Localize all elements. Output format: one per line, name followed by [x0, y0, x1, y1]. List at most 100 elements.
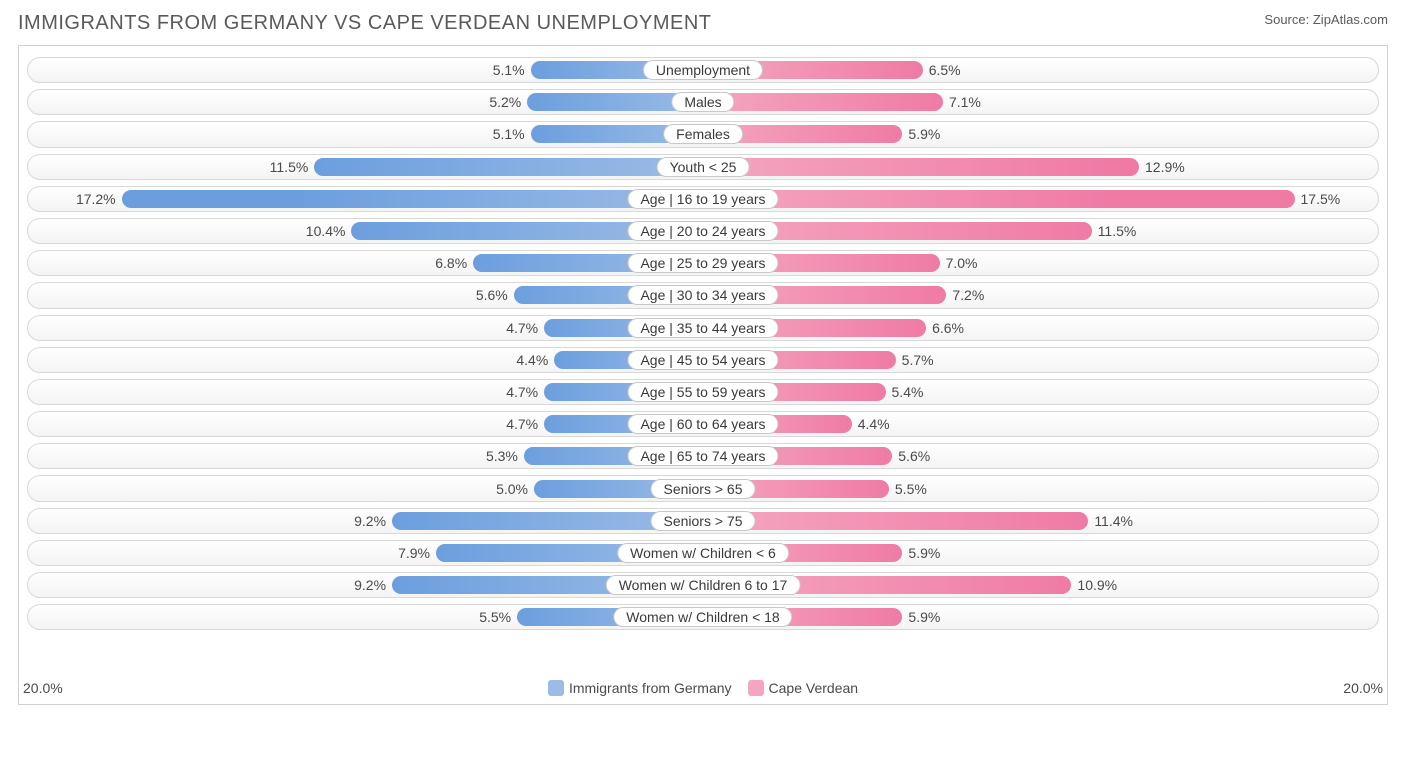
category-label: Women w/ Children < 6: [617, 543, 789, 563]
category-label: Age | 45 to 54 years: [627, 350, 778, 370]
left-half: 10.4%: [27, 218, 703, 244]
right-value-label: 5.9%: [902, 545, 946, 561]
category-label: Women w/ Children 6 to 17: [606, 575, 801, 595]
category-label: Seniors > 65: [651, 479, 756, 499]
category-label: Age | 65 to 74 years: [627, 446, 778, 466]
left-value-label: 5.1%: [487, 126, 531, 142]
right-half: 5.5%: [703, 475, 1379, 501]
chart-footer: 20.0% Immigrants from Germany Cape Verde…: [23, 680, 1383, 696]
left-value-label: 4.7%: [500, 384, 544, 400]
left-value-label: 4.7%: [500, 416, 544, 432]
legend-swatch-left: [548, 680, 564, 696]
category-label: Age | 16 to 19 years: [627, 189, 778, 209]
right-half: 7.0%: [703, 250, 1379, 276]
right-value-label: 7.1%: [943, 94, 987, 110]
left-half: 11.5%: [27, 154, 703, 180]
legend-item-left: Immigrants from Germany: [548, 680, 732, 696]
left-bar: [314, 158, 703, 176]
axis-max-left: 20.0%: [23, 680, 63, 696]
legend-item-right: Cape Verdean: [748, 680, 859, 696]
right-value-label: 6.6%: [926, 320, 970, 336]
source-prefix: Source:: [1264, 12, 1309, 27]
left-value-label: 5.3%: [480, 448, 524, 464]
category-label: Age | 25 to 29 years: [627, 253, 778, 273]
right-half: 6.5%: [703, 57, 1379, 83]
right-bar: [703, 512, 1088, 530]
chart-row: 9.2% 11.4% Seniors > 75: [23, 505, 1383, 537]
right-half: 5.4%: [703, 379, 1379, 405]
category-label: Unemployment: [643, 60, 763, 80]
category-label: Females: [663, 124, 743, 144]
category-label: Women w/ Children < 18: [613, 607, 792, 627]
chart-header: IMMIGRANTS FROM GERMANY VS CAPE VERDEAN …: [18, 12, 1388, 35]
left-value-label: 5.6%: [470, 287, 514, 303]
chart-row: 5.0% 5.5% Seniors > 65: [23, 472, 1383, 504]
left-half: 5.1%: [27, 121, 703, 147]
left-half: 4.4%: [27, 347, 703, 373]
left-value-label: 4.7%: [500, 320, 544, 336]
left-half: 6.8%: [27, 250, 703, 276]
right-value-label: 5.4%: [886, 384, 930, 400]
diverging-bar-chart: 5.1% 6.5%Unemployment 5.2% 7.1% Males 5.1% 5.9…: [18, 45, 1388, 705]
left-half: 5.3%: [27, 443, 703, 469]
right-value-label: 5.5%: [889, 481, 933, 497]
right-value-label: 12.9%: [1139, 159, 1191, 175]
right-value-label: 7.2%: [946, 287, 990, 303]
source-name: ZipAtlas.com: [1313, 12, 1388, 27]
right-half: 5.9%: [703, 121, 1379, 147]
right-value-label: 5.6%: [892, 448, 936, 464]
left-value-label: 17.2%: [70, 191, 122, 207]
legend-label-right: Cape Verdean: [769, 680, 859, 696]
right-bar: [703, 190, 1295, 208]
chart-row: 6.8%7.0%Age | 25 to 29 years: [23, 247, 1383, 279]
left-half: 4.7%: [27, 315, 703, 341]
left-half: 9.2%: [27, 508, 703, 534]
right-half: 10.9%: [703, 572, 1379, 598]
left-half: 4.7%: [27, 411, 703, 437]
chart-row: 5.2% 7.1% Males: [23, 86, 1383, 118]
chart-row: 4.4% 5.7% Age | 45 to 54 years: [23, 344, 1383, 376]
chart-row: 5.1% 6.5%Unemployment: [23, 54, 1383, 86]
left-value-label: 9.2%: [348, 513, 392, 529]
chart-row: 17.2%17.5%Age | 16 to 19 years: [23, 183, 1383, 215]
right-bar: [703, 158, 1139, 176]
chart-row: 4.7%6.6%Age | 35 to 44 years: [23, 312, 1383, 344]
right-value-label: 5.9%: [902, 126, 946, 142]
chart-title: IMMIGRANTS FROM GERMANY VS CAPE VERDEAN …: [18, 12, 712, 35]
right-half: 12.9%: [703, 154, 1379, 180]
left-value-label: 5.1%: [487, 62, 531, 78]
left-value-label: 7.9%: [392, 545, 436, 561]
left-value-label: 10.4%: [300, 223, 352, 239]
category-label: Youth < 25: [657, 157, 750, 177]
right-value-label: 11.5%: [1092, 223, 1143, 239]
chart-row: 5.6% 7.2% Age | 30 to 34 years: [23, 279, 1383, 311]
right-value-label: 11.4%: [1088, 513, 1139, 529]
source-attribution: Source: ZipAtlas.com: [1264, 12, 1388, 27]
right-half: 5.6%: [703, 443, 1379, 469]
category-label: Age | 20 to 24 years: [627, 221, 778, 241]
right-half: 5.9%: [703, 540, 1379, 566]
legend-swatch-right: [748, 680, 764, 696]
chart-row: 10.4% 11.5% Age | 20 to 24 years: [23, 215, 1383, 247]
chart-row: 5.5% 5.9%Women w/ Children < 18: [23, 601, 1383, 633]
category-label: Seniors > 75: [651, 511, 756, 531]
left-value-label: 5.5%: [473, 609, 517, 625]
left-half: 5.2%: [27, 89, 703, 115]
category-label: Age | 30 to 34 years: [627, 285, 778, 305]
chart-row: 4.7%4.4%Age | 60 to 64 years: [23, 408, 1383, 440]
right-half: 5.9%: [703, 604, 1379, 630]
right-half: 7.2%: [703, 282, 1379, 308]
right-value-label: 4.4%: [852, 416, 896, 432]
chart-row: 4.7%5.4%Age | 55 to 59 years: [23, 376, 1383, 408]
chart-row: 5.1% 5.9% Females: [23, 118, 1383, 150]
left-value-label: 11.5%: [264, 159, 315, 175]
left-half: 17.2%: [27, 186, 703, 212]
category-label: Males: [671, 92, 734, 112]
left-half: 5.0%: [27, 475, 703, 501]
right-value-label: 5.7%: [896, 352, 940, 368]
right-half: 6.6%: [703, 315, 1379, 341]
left-value-label: 4.4%: [510, 352, 554, 368]
left-value-label: 5.2%: [483, 94, 527, 110]
left-half: 5.5%: [27, 604, 703, 630]
axis-max-right: 20.0%: [1343, 680, 1383, 696]
